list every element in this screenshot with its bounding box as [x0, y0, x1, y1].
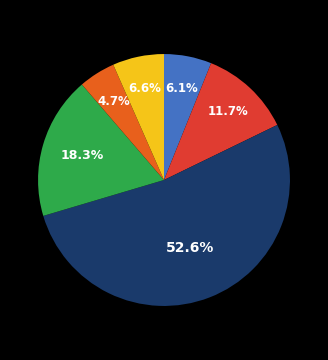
Wedge shape: [43, 125, 290, 306]
Wedge shape: [113, 54, 164, 180]
Wedge shape: [164, 54, 211, 180]
Wedge shape: [164, 63, 277, 180]
Text: 4.7%: 4.7%: [98, 95, 131, 108]
Text: 6.6%: 6.6%: [128, 82, 161, 95]
Wedge shape: [82, 65, 164, 180]
Text: 52.6%: 52.6%: [166, 241, 215, 255]
Text: 18.3%: 18.3%: [60, 149, 103, 162]
Text: 6.1%: 6.1%: [165, 82, 198, 95]
Wedge shape: [38, 85, 164, 216]
Text: 11.7%: 11.7%: [207, 105, 248, 118]
